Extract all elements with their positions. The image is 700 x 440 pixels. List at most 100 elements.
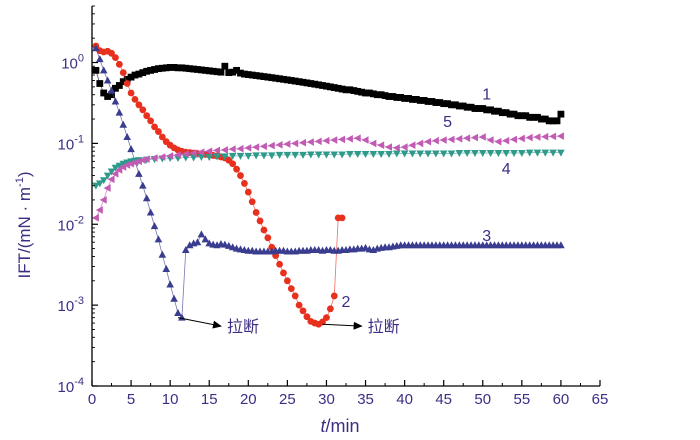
- data-point: [467, 103, 475, 111]
- data-point: [228, 152, 237, 160]
- data-point: [362, 89, 369, 97]
- data-point: [400, 143, 408, 151]
- data-point: [479, 105, 487, 112]
- data-point: [518, 112, 526, 120]
- data-point: [252, 143, 260, 151]
- data-point: [502, 150, 511, 158]
- data-point: [267, 152, 276, 160]
- data-point: [556, 132, 564, 140]
- data-point: [123, 75, 131, 83]
- data-point: [400, 150, 409, 158]
- data-point: [174, 308, 182, 316]
- data-point: [510, 110, 518, 118]
- data-point: [197, 148, 205, 156]
- data-point: [455, 134, 463, 143]
- data-point: [134, 157, 142, 166]
- data-point: [534, 113, 541, 121]
- data-point: [432, 150, 440, 158]
- data-point: [486, 150, 495, 158]
- data-point: [338, 135, 346, 144]
- data-point: [346, 86, 354, 94]
- x-axis-label: t/min: [320, 416, 359, 436]
- annotation-arrow: [322, 321, 363, 330]
- data-point: [127, 145, 135, 153]
- data-point: [517, 134, 525, 143]
- data-point: [131, 95, 139, 103]
- data-point: [299, 78, 307, 86]
- data-point: [358, 88, 366, 96]
- y-tick-label: 10-4: [58, 376, 84, 396]
- data-point: [99, 177, 108, 185]
- data-point: [338, 85, 346, 93]
- data-point: [186, 65, 194, 73]
- data-point: [162, 64, 170, 72]
- data-point: [506, 110, 514, 118]
- data-point: [322, 136, 330, 145]
- x-tick-label: 40: [396, 391, 413, 408]
- data-point: [377, 141, 385, 149]
- data-point: [107, 175, 115, 184]
- data-point: [350, 87, 358, 94]
- data-point: [139, 181, 147, 189]
- x-tick-label: 45: [435, 391, 452, 408]
- data-point: [237, 69, 244, 77]
- data-point: [244, 152, 253, 160]
- data-point: [283, 76, 291, 84]
- data-point: [229, 160, 237, 168]
- series-line-5: [95, 135, 561, 219]
- data-point: [276, 75, 283, 83]
- x-tick-label: 55: [514, 391, 531, 408]
- data-point: [478, 150, 487, 158]
- data-point: [205, 153, 214, 161]
- data-point: [326, 305, 334, 313]
- data-point: [385, 150, 393, 158]
- data-point: [276, 260, 283, 268]
- data-point: [533, 149, 542, 157]
- data-point: [478, 133, 486, 141]
- data-point: [135, 70, 143, 78]
- data-point: [448, 101, 455, 109]
- series-line-2: [95, 45, 343, 325]
- x-tick-label: 5: [127, 391, 135, 408]
- data-point: [201, 66, 209, 74]
- data-point: [166, 152, 174, 160]
- data-point: [518, 150, 526, 158]
- data-point: [127, 89, 135, 97]
- annotation-label: 拉断: [368, 317, 400, 336]
- data-point: [103, 76, 112, 84]
- data-point: [432, 99, 440, 106]
- data-point: [392, 144, 400, 152]
- data-point: [259, 142, 267, 151]
- data-point: [252, 72, 260, 79]
- data-point: [138, 156, 146, 164]
- data-point: [463, 134, 471, 142]
- data-point: [487, 106, 494, 114]
- data-point: [525, 149, 534, 157]
- data-point: [537, 115, 545, 123]
- data-point: [303, 313, 311, 321]
- data-point: [181, 246, 190, 254]
- data-point: [241, 70, 248, 78]
- data-point: [334, 84, 342, 92]
- data-point: [510, 150, 518, 158]
- data-point: [315, 81, 323, 89]
- y-axis-label: IFT/(mN · m-1): [14, 171, 34, 278]
- data-point: [291, 139, 299, 148]
- data-point: [280, 269, 287, 277]
- data-point: [323, 82, 330, 90]
- data-point: [96, 80, 104, 87]
- data-point: [494, 150, 503, 158]
- x-tick-label: 15: [201, 391, 218, 408]
- data-point: [498, 109, 506, 117]
- data-point: [353, 150, 362, 158]
- data-point: [306, 138, 314, 146]
- data-point: [268, 74, 276, 82]
- data-point: [428, 98, 436, 105]
- data-point: [553, 117, 561, 125]
- data-point: [147, 117, 155, 125]
- data-point: [119, 69, 127, 77]
- data-point: [244, 144, 252, 152]
- data-point: [264, 234, 272, 242]
- data-point: [420, 97, 428, 104]
- x-tick-label: 10: [162, 391, 179, 408]
